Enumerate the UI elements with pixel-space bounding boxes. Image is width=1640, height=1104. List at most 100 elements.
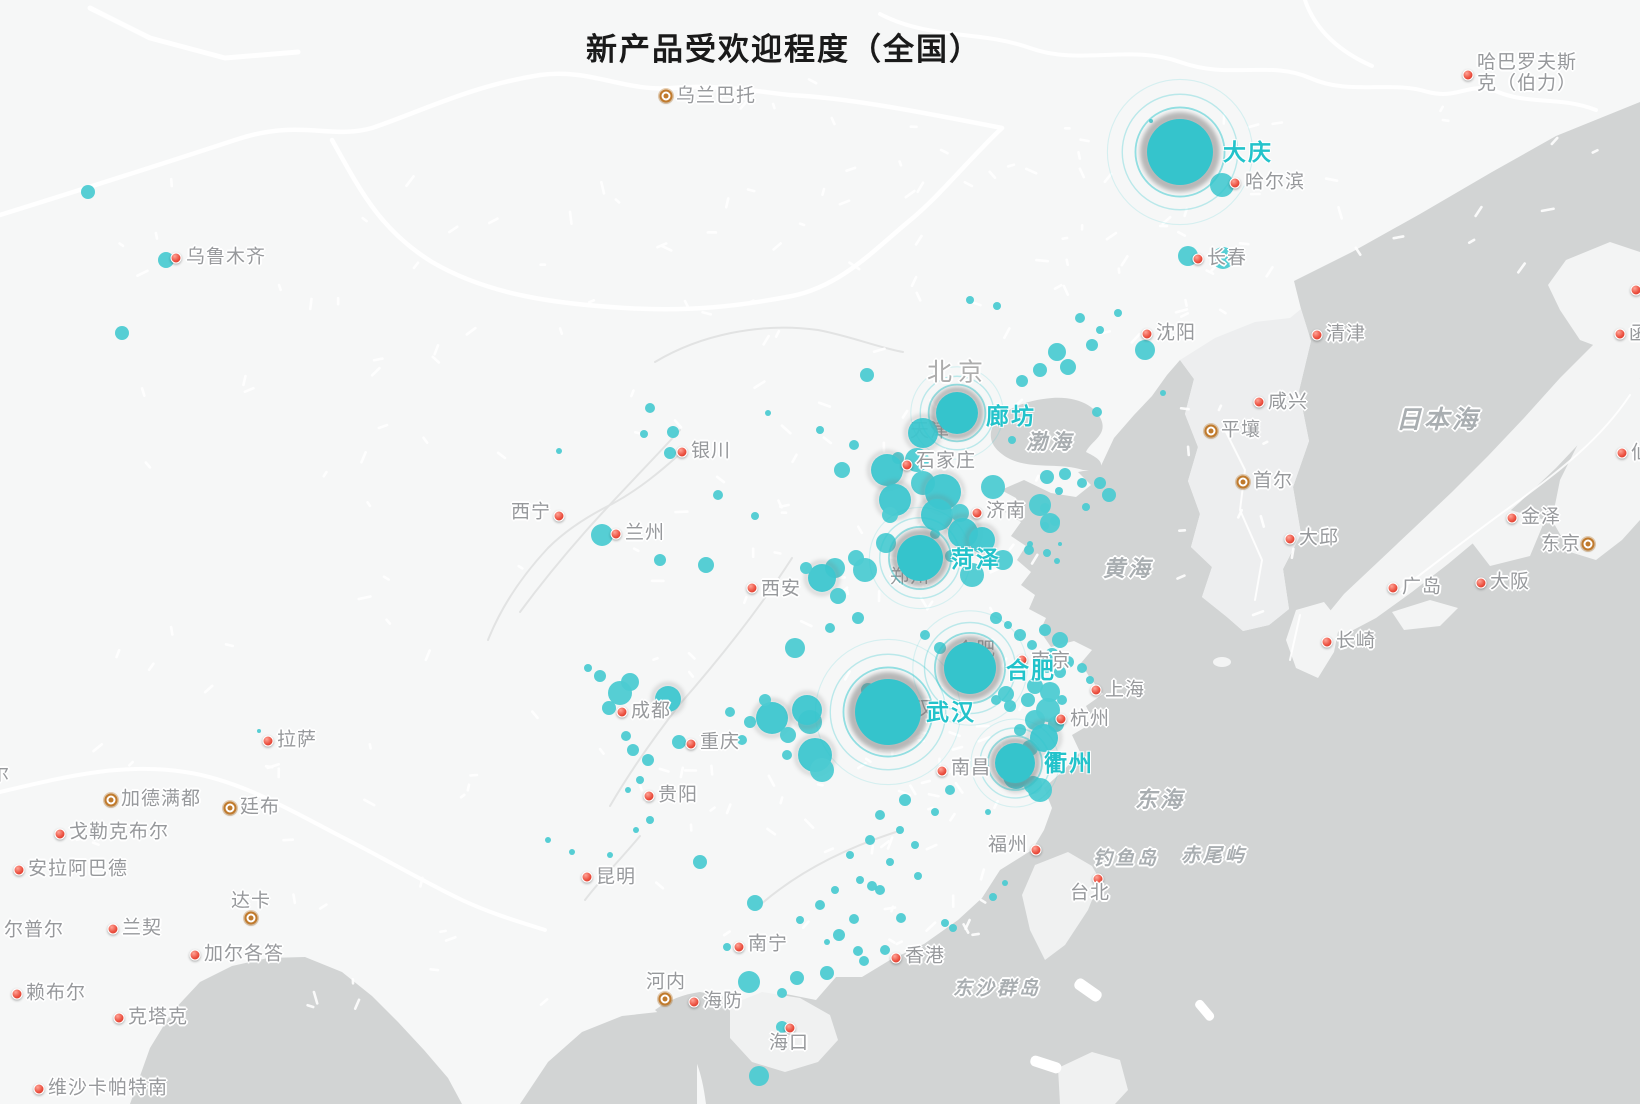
scatter-point[interactable] [824,939,830,945]
scatter-point[interactable] [920,630,930,640]
scatter-point[interactable] [744,716,756,728]
scatter-point[interactable] [790,971,804,985]
scatter-point[interactable] [747,895,763,911]
scatter-point[interactable] [865,835,875,845]
scatter-point[interactable] [672,735,686,749]
scatter-point[interactable] [780,727,796,743]
scatter-point[interactable] [989,893,997,901]
scatter-point[interactable] [1077,478,1087,488]
scatter-point[interactable] [896,826,904,834]
scatter-point[interactable] [725,707,735,717]
scatter-point[interactable] [654,554,666,566]
scatter-point[interactable] [1086,676,1094,684]
scatter-point[interactable] [949,924,957,932]
scatter-point[interactable] [849,440,859,450]
scatter-point[interactable] [1040,470,1054,484]
scatter-point[interactable] [621,731,631,741]
scatter-point[interactable] [1008,436,1016,444]
effect-scatter-point[interactable] [1147,119,1213,185]
scatter-point[interactable] [594,670,606,682]
scatter-point[interactable] [796,916,804,924]
scatter-point[interactable] [1092,407,1102,417]
scatter-point[interactable] [646,816,654,824]
scatter-point[interactable] [985,809,991,815]
scatter-point[interactable] [1042,663,1052,673]
scatter-point[interactable] [993,302,1001,310]
scatter-point[interactable] [627,744,639,756]
scatter-point[interactable] [1014,724,1026,736]
scatter-point[interactable] [800,562,812,574]
scatter-point[interactable] [664,447,676,459]
scatter-point[interactable] [158,252,174,268]
scatter-point[interactable] [908,418,938,448]
scatter-point[interactable] [765,410,771,416]
scatter-point[interactable] [969,527,995,553]
effect-scatter-point[interactable] [897,535,943,581]
scatter-point[interactable] [808,564,836,592]
scatter-point[interactable] [825,623,835,633]
scatter-point[interactable] [1040,682,1060,702]
scatter-point[interactable] [698,557,714,573]
scatter-point[interactable] [852,612,864,624]
scatter-point[interactable] [723,943,731,951]
scatter-point[interactable] [966,296,974,304]
scatter-point[interactable] [1086,339,1098,351]
scatter-point[interactable] [1033,363,1047,377]
scatter-point[interactable] [556,448,562,454]
scatter-point[interactable] [856,876,864,884]
scatter-point[interactable] [899,794,911,806]
effect-scatter-point[interactable] [944,642,996,694]
scatter-point[interactable] [81,185,95,199]
scatter-point[interactable] [608,681,632,705]
scatter-point[interactable] [1075,313,1085,323]
scatter-point[interactable] [777,988,787,998]
scatter-point[interactable] [875,810,885,820]
scatter-point[interactable] [1062,656,1074,668]
scatter-point[interactable] [816,426,824,434]
scatter-point[interactable] [1082,503,1090,511]
scatter-point[interactable] [1135,340,1155,360]
scatter-point[interactable] [569,849,575,855]
scatter-point[interactable] [849,914,859,924]
scatter-point[interactable] [1060,359,1076,375]
scatter-point[interactable] [998,686,1014,702]
effect-scatter-point[interactable] [936,392,978,434]
scatter-point[interactable] [785,638,805,658]
scatter-point[interactable] [636,776,644,784]
scatter-point[interactable] [1094,477,1106,489]
scatter-point[interactable] [990,612,1002,624]
scatter-point[interactable] [859,956,869,966]
scatter-point[interactable] [792,695,822,725]
scatter-point[interactable] [1096,326,1104,334]
scatter-point[interactable] [846,851,854,859]
effect-scatter-point[interactable] [995,743,1035,783]
scatter-point[interactable] [1027,541,1033,547]
scatter-point[interactable] [993,550,1013,570]
scatter-point[interactable] [931,808,939,816]
scatter-point[interactable] [914,872,922,880]
scatter-point[interactable] [831,886,839,894]
scatter-point[interactable] [1021,693,1035,707]
scatter-point[interactable] [667,426,679,438]
scatter-point[interactable] [640,430,648,438]
scatter-point[interactable] [756,702,788,734]
scatter-point[interactable] [833,929,845,941]
scatter-point[interactable] [1102,488,1116,502]
effect-scatter-point[interactable] [855,679,921,745]
scatter-point[interactable] [1024,545,1034,555]
scatter-point[interactable] [738,971,760,993]
scatter-point[interactable] [867,881,877,891]
scatter-point[interactable] [810,758,834,782]
scatter-point[interactable] [1059,468,1071,480]
scatter-point[interactable] [602,701,616,715]
scatter-point[interactable] [737,735,747,745]
scatter-point[interactable] [815,900,825,910]
scatter-point[interactable] [257,729,261,733]
scatter-point[interactable] [886,858,894,866]
scatter-point[interactable] [981,475,1005,499]
scatter-point[interactable] [751,512,759,520]
scatter-point[interactable] [759,694,771,706]
scatter-point[interactable] [1077,663,1087,673]
scatter-point[interactable] [1052,632,1068,648]
